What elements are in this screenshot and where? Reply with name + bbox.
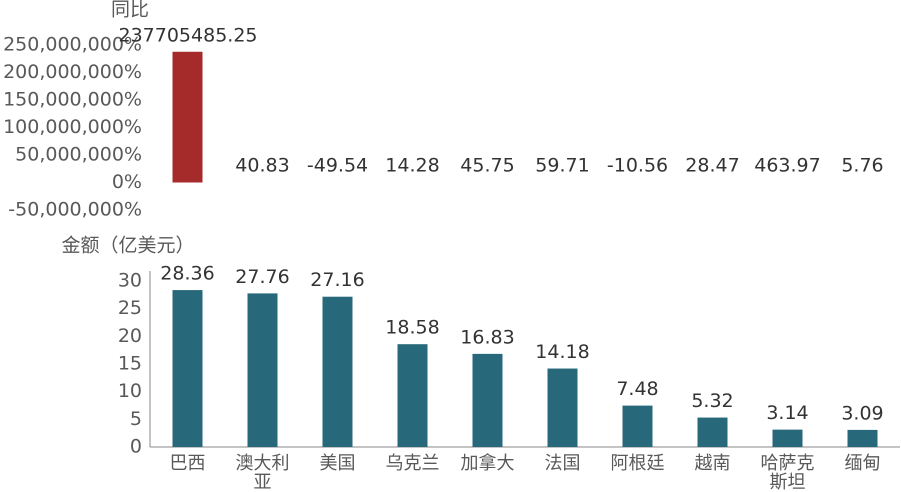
y-tick-label: -50,000,000% (8, 199, 142, 221)
data-label: 5.76 (841, 155, 883, 177)
data-label: 45.75 (460, 155, 514, 177)
bar (322, 296, 353, 447)
bar (247, 293, 278, 447)
y-tick-label: 15 (118, 353, 142, 375)
data-label: 27.76 (235, 266, 289, 288)
data-label: 27.16 (310, 269, 364, 291)
x-tick-label: 巴西 (169, 453, 206, 474)
data-label: -49.54 (307, 155, 368, 177)
bar (172, 290, 203, 447)
data-label: -10.56 (607, 155, 668, 177)
y-axis-label: 同比 (111, 0, 149, 21)
y-tick-label: 20 (118, 325, 142, 347)
data-label: 14.28 (385, 155, 439, 177)
x-tick-label: 加拿大 (460, 453, 515, 474)
x-tick-label: 阿根廷 (610, 453, 665, 474)
y-tick-label: 50,000,000% (15, 144, 142, 166)
y-tick-label: 250,000,000% (3, 34, 142, 56)
x-tick-label: 法国 (544, 453, 581, 474)
data-label: 14.18 (535, 341, 589, 363)
data-label: 3.14 (766, 402, 808, 424)
y-tick-label: 0% (112, 171, 142, 193)
x-tick-label: 越南 (694, 453, 731, 474)
data-label: 463.97 (754, 155, 820, 177)
data-label: 237705485.25 (118, 24, 257, 46)
bar (172, 51, 203, 183)
x-tick-label: 缅甸 (844, 453, 881, 474)
y-tick-label: 150,000,000% (3, 89, 142, 111)
data-label: 16.83 (460, 326, 514, 348)
bar (472, 353, 503, 447)
data-label: 40.83 (235, 155, 289, 177)
x-tick-label: 美国 (319, 453, 356, 474)
y-tick-label: 30 (118, 270, 142, 292)
data-label: 18.58 (385, 317, 439, 339)
bar (547, 368, 578, 447)
data-label: 5.32 (691, 390, 733, 412)
x-tick-label: 澳大利亚 (235, 453, 290, 492)
bar (397, 344, 428, 447)
y-tick-label: 100,000,000% (3, 116, 142, 138)
data-label: 3.09 (841, 402, 883, 424)
y-axis-label: 金额（亿美元） (61, 235, 194, 257)
bar (697, 417, 728, 447)
bar (847, 429, 878, 447)
x-tick-label: 哈萨克斯坦 (760, 453, 815, 492)
bar (622, 405, 653, 447)
data-label: 28.36 (160, 263, 214, 285)
y-tick-label: 200,000,000% (3, 61, 142, 83)
y-tick-label: 5 (130, 408, 142, 430)
data-label: 28.47 (685, 155, 739, 177)
bar (772, 429, 803, 447)
x-tick-label: 乌克兰 (385, 453, 440, 474)
y-tick-label: 0 (130, 436, 142, 458)
y-tick-label: 10 (118, 380, 142, 402)
y-tick-label: 25 (118, 297, 142, 319)
data-label: 59.71 (535, 155, 589, 177)
data-label: 7.48 (616, 378, 658, 400)
